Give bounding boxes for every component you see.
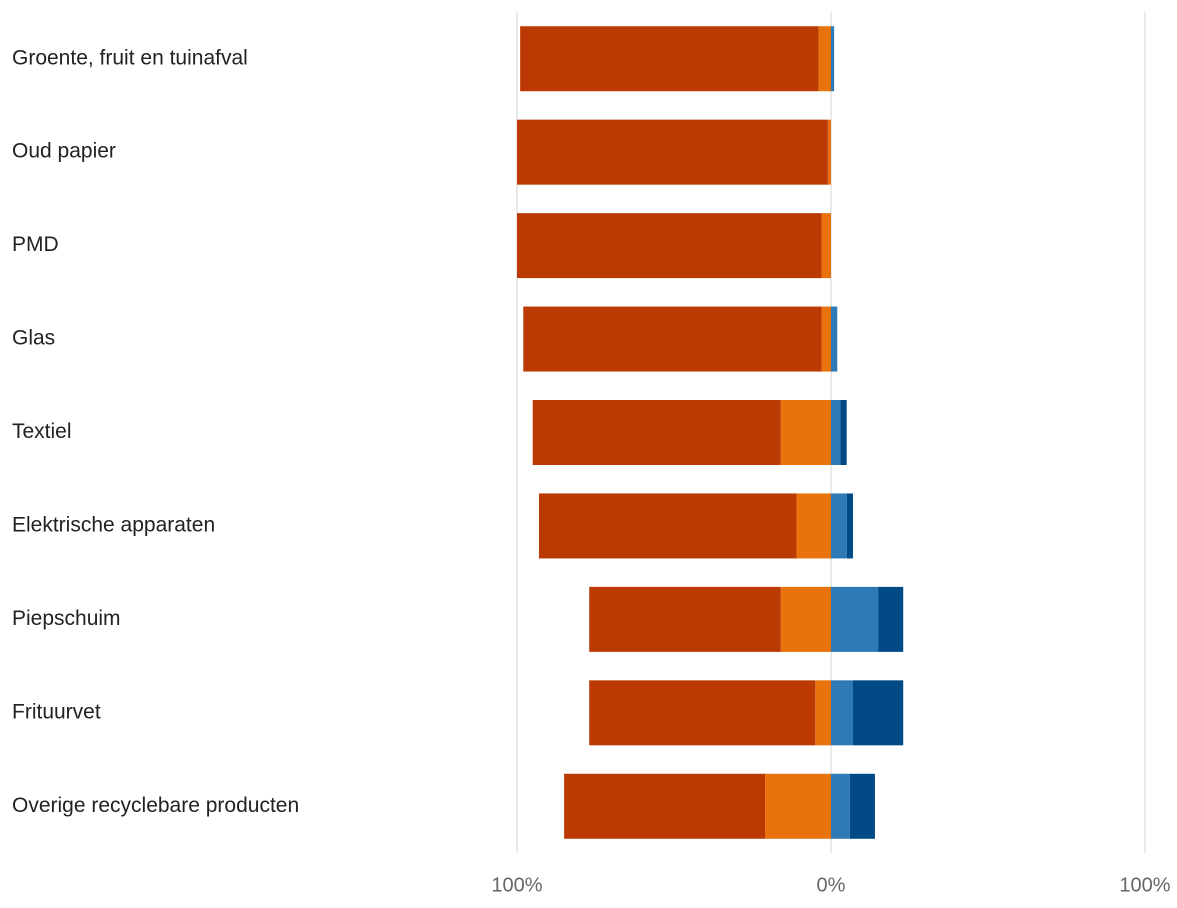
category-label: Frituurvet <box>12 700 101 723</box>
bar-segment <box>818 26 831 92</box>
x-tick-label: 100% <box>491 874 542 896</box>
category-label: Textiel <box>12 420 72 443</box>
bar-segment <box>831 680 853 746</box>
category-label: Overige recyclebare producten <box>12 794 299 817</box>
bar-segment <box>532 400 781 465</box>
bar-segment <box>840 400 847 465</box>
bar-segment <box>564 773 766 839</box>
bar-segment <box>780 400 831 465</box>
bar-segment <box>815 680 831 746</box>
bar-segment <box>831 26 835 92</box>
category-label: Elektrische apparaten <box>12 513 215 536</box>
bar-segment <box>517 119 828 185</box>
category-label: Glas <box>12 327 55 350</box>
bar-segment <box>846 493 853 559</box>
bar-segment <box>520 26 819 92</box>
bar-segment <box>831 586 879 652</box>
bar-segment <box>796 493 831 559</box>
bar-segment <box>589 680 816 746</box>
category-label: Oud papier <box>12 140 116 163</box>
x-tick-label: 100% <box>1119 874 1170 896</box>
bar-segment <box>765 773 831 839</box>
bar-segment <box>821 213 831 279</box>
bar-segment <box>827 119 831 185</box>
bar-segment <box>878 586 904 652</box>
category-label: Piepschuim <box>12 607 121 630</box>
bar-segment <box>831 400 841 465</box>
bar-segment <box>589 586 781 652</box>
x-tick-label: 0% <box>817 874 846 896</box>
bar-segment <box>538 493 797 559</box>
category-label: Groente, fruit en tuinafval <box>12 46 248 69</box>
bar-segment <box>852 680 904 746</box>
bar-segment <box>831 493 847 559</box>
category-label: PMD <box>12 233 59 256</box>
bar-segment <box>821 306 831 372</box>
bar-segment <box>780 586 831 652</box>
bar-segment <box>831 306 838 372</box>
bar-segment <box>517 213 822 279</box>
bar-segment <box>831 773 850 839</box>
bar-segment <box>849 773 875 839</box>
bar-segment <box>523 306 822 372</box>
